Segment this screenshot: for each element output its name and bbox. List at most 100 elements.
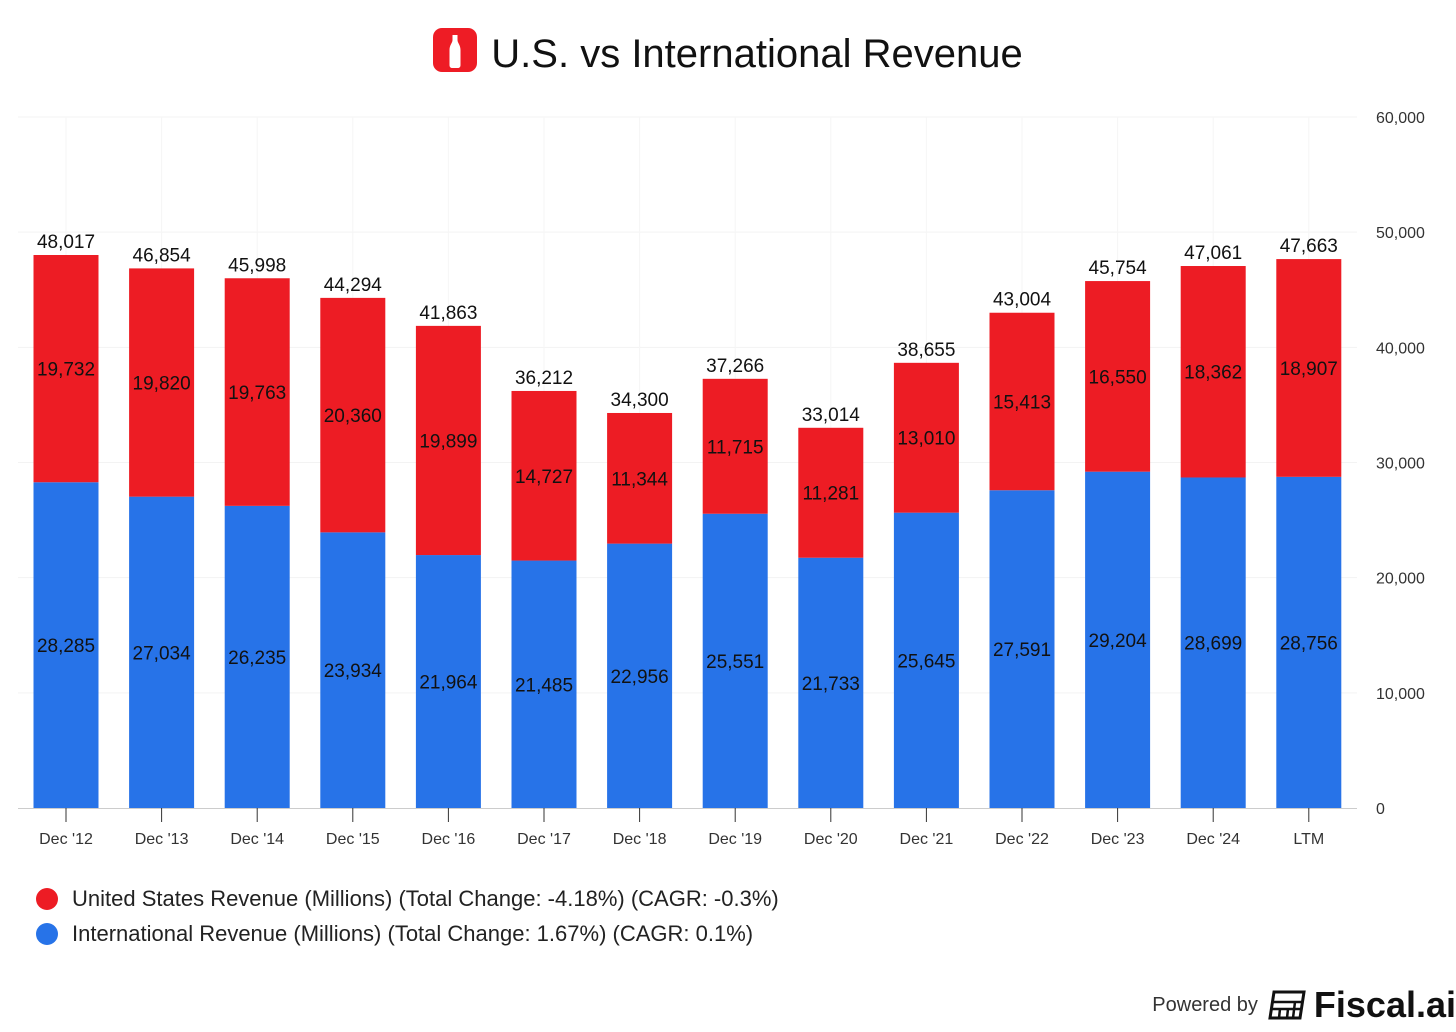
bar-international (129, 496, 195, 808)
x-tick-label: Dec '16 (422, 831, 476, 848)
data-label-united-states: 19,820 (133, 374, 191, 395)
bar-united-states (415, 325, 481, 556)
bar-international (702, 513, 768, 808)
bar-united-states (989, 312, 1055, 491)
data-label-international: 27,034 (133, 643, 192, 664)
bar-united-states (511, 390, 577, 561)
bar-international (33, 482, 99, 808)
data-label-total: 48,017 (37, 232, 95, 253)
data-label-total: 45,998 (228, 255, 286, 276)
bar-united-states (1180, 266, 1246, 478)
x-tick-label: Dec '14 (230, 831, 284, 848)
data-label-united-states: 11,281 (802, 484, 859, 505)
bar-international (1085, 471, 1151, 808)
bar-international (893, 512, 959, 808)
y-tick-label: 30,000 (1376, 456, 1425, 473)
bar-international (1276, 476, 1342, 808)
data-label-united-states: 11,344 (611, 469, 668, 490)
us-legend-dot-icon (36, 888, 58, 910)
y-tick-label: 10,000 (1376, 686, 1425, 703)
bar-united-states (224, 278, 290, 506)
coca-cola-bottle-logo-icon (433, 28, 478, 73)
data-label-international: 21,964 (419, 673, 478, 694)
data-label-total: 46,854 (133, 245, 192, 266)
data-label-international: 22,956 (611, 667, 669, 688)
data-label-total: 47,663 (1280, 236, 1338, 257)
data-label-united-states: 16,550 (1089, 367, 1147, 388)
y-tick-label: 40,000 (1376, 340, 1425, 357)
x-tick-label: Dec '20 (804, 831, 858, 848)
data-label-total: 45,754 (1089, 258, 1148, 279)
bar-united-states (1085, 281, 1151, 472)
x-tick-label: Dec '21 (900, 831, 954, 848)
legend-item-international[interactable]: International Revenue (Millions) (Total … (36, 921, 753, 947)
x-tick-label: Dec '15 (326, 831, 380, 848)
x-tick-label: Dec '19 (708, 831, 762, 848)
data-label-international: 28,756 (1280, 633, 1338, 654)
bar-international (511, 560, 577, 808)
data-label-united-states: 19,732 (37, 360, 95, 381)
x-tick-label: Dec '24 (1186, 831, 1240, 848)
bar-united-states (702, 378, 768, 514)
bar-international (415, 555, 481, 808)
data-label-total: 47,061 (1184, 243, 1242, 264)
data-label-total: 34,300 (611, 390, 669, 411)
chart-title: U.S. vs International Revenue (0, 28, 1456, 77)
bar-united-states (320, 297, 386, 533)
data-label-international: 26,235 (228, 648, 286, 669)
bar-united-states (33, 255, 99, 483)
legend-item-us[interactable]: United States Revenue (Millions) (Total … (36, 886, 779, 912)
bar-international (1180, 477, 1246, 808)
data-label-total: 38,655 (897, 340, 955, 361)
powered-by-footer: Powered by Fiscal.ai (1152, 984, 1456, 1025)
data-label-total: 36,212 (515, 368, 573, 389)
data-label-united-states: 18,362 (1184, 363, 1242, 384)
x-tick-label: Dec '17 (517, 831, 571, 848)
data-label-united-states: 14,727 (515, 467, 573, 488)
bar-united-states (607, 412, 673, 544)
data-label-international: 21,733 (802, 674, 860, 695)
x-tick-label: Dec '13 (135, 831, 189, 848)
bar-international (989, 490, 1055, 808)
data-label-united-states: 11,715 (707, 437, 764, 458)
data-label-total: 44,294 (324, 275, 383, 296)
data-label-international: 28,285 (37, 636, 95, 657)
data-label-international: 25,645 (897, 651, 955, 672)
bar-united-states (1276, 259, 1342, 477)
bar-international (224, 505, 290, 808)
data-label-total: 41,863 (419, 303, 477, 324)
bar-international (798, 557, 864, 808)
x-tick-label: Dec '23 (1091, 831, 1145, 848)
fiscal-ai-logo-icon (1268, 990, 1306, 1020)
data-label-united-states: 15,413 (993, 392, 1051, 413)
data-label-united-states: 18,907 (1280, 359, 1338, 380)
data-label-total: 33,014 (802, 405, 861, 426)
data-label-united-states: 13,010 (897, 429, 955, 450)
x-tick-label: Dec '18 (613, 831, 667, 848)
bar-united-states (129, 268, 195, 497)
data-label-international: 23,934 (324, 661, 383, 682)
data-label-united-states: 20,360 (324, 406, 382, 427)
y-tick-label: 0 (1376, 801, 1385, 818)
x-tick-label: LTM (1293, 831, 1324, 848)
x-tick-label: Dec '12 (39, 831, 93, 848)
y-tick-label: 20,000 (1376, 571, 1425, 588)
bar-united-states (893, 362, 959, 513)
data-label-international: 28,699 (1184, 634, 1242, 655)
bar-international (607, 543, 673, 808)
data-label-international: 25,551 (706, 652, 764, 673)
bar-united-states (798, 427, 864, 558)
bar-international (320, 532, 386, 808)
x-tick-label: Dec '22 (995, 831, 1049, 848)
data-label-international: 29,204 (1089, 631, 1148, 652)
y-tick-label: 50,000 (1376, 225, 1425, 242)
data-label-united-states: 19,763 (228, 383, 286, 404)
data-label-international: 21,485 (515, 675, 573, 696)
data-label-total: 43,004 (993, 290, 1052, 311)
data-label-united-states: 19,899 (419, 431, 477, 452)
y-tick-label: 60,000 (1376, 110, 1425, 127)
data-label-total: 37,266 (706, 356, 764, 377)
data-label-international: 27,591 (993, 640, 1051, 661)
intl-legend-dot-icon (36, 923, 58, 945)
